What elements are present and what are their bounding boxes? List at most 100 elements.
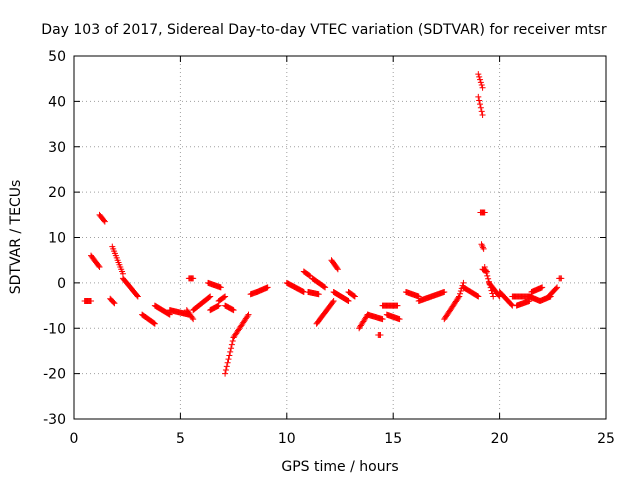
data-point (457, 290, 464, 297)
y-tick-label: 10 (48, 231, 66, 247)
x-tick-label: 20 (491, 431, 509, 447)
data-point (477, 101, 484, 108)
data-point (475, 93, 482, 100)
y-tick-label: -20 (43, 367, 66, 383)
data-point (321, 283, 328, 290)
data-point (480, 245, 487, 252)
data-point (100, 217, 107, 224)
tick-labels: 0 5 10 15 20 25 -30 -20 -10 0 10 20 30 40 50 (43, 49, 615, 447)
data-point (479, 84, 486, 91)
data-point (189, 314, 196, 321)
data-point (478, 108, 485, 115)
data-point (477, 76, 484, 83)
data-point (225, 356, 232, 363)
data-point (474, 292, 481, 299)
x-tick-label: 15 (384, 431, 402, 447)
data-point (207, 293, 214, 300)
data-point (224, 359, 231, 366)
data-point (330, 298, 337, 305)
y-tick-label: 50 (48, 49, 66, 65)
y-tick-label: -30 (43, 412, 66, 428)
x-tick-label: 0 (70, 431, 79, 447)
data-point (134, 292, 141, 299)
y-tick-label: 20 (48, 185, 66, 201)
data-point (479, 111, 486, 118)
data-point (558, 275, 565, 282)
data-point (484, 272, 491, 279)
data-point (344, 297, 351, 304)
data-point (455, 294, 462, 301)
data-point (396, 316, 403, 323)
data-point (190, 316, 197, 323)
data-point (345, 298, 352, 305)
data-point (306, 272, 313, 279)
data-point (350, 292, 357, 299)
data-point (229, 337, 236, 344)
data-point (478, 82, 485, 89)
data-point (228, 341, 235, 348)
data-point (222, 366, 229, 373)
data-point (228, 345, 235, 352)
data-point (134, 293, 141, 300)
data-point (476, 73, 483, 80)
data-point (479, 244, 486, 251)
data-point (475, 71, 482, 78)
data-point (226, 352, 233, 359)
data-point (230, 307, 237, 314)
x-axis-label: GPS time / hours (281, 459, 398, 475)
data-point (96, 263, 103, 270)
data-point (227, 348, 234, 355)
y-tick-label: -10 (43, 321, 66, 337)
data-point (264, 284, 271, 291)
data-point (539, 284, 546, 291)
data-point (394, 302, 401, 309)
data-point (245, 311, 252, 318)
grid-lines (74, 56, 606, 419)
data-point (110, 299, 117, 306)
plot-frame (73, 55, 607, 420)
data-point (456, 293, 463, 300)
data-point (477, 79, 484, 86)
data-point (479, 242, 486, 249)
data-point (485, 275, 492, 282)
data-point (554, 284, 561, 291)
data-point (553, 285, 560, 292)
data-point (475, 293, 482, 300)
data-point (476, 97, 483, 104)
x-tick-label: 5 (176, 431, 185, 447)
data-point (322, 284, 329, 291)
data-point (88, 298, 95, 305)
data-point (477, 104, 484, 111)
x-tick-label: 10 (278, 431, 296, 447)
data-point (481, 263, 488, 270)
data-point (221, 294, 228, 301)
data-point (222, 370, 229, 377)
data-point (377, 332, 384, 339)
data-point (190, 275, 197, 282)
data-point (222, 293, 229, 300)
data-point (329, 299, 336, 306)
data-point (165, 311, 172, 318)
data-point (244, 312, 251, 319)
data-points (81, 71, 565, 377)
y-tick-label: 0 (57, 276, 66, 292)
data-point (217, 284, 224, 291)
data-point (315, 291, 322, 298)
data-point (111, 300, 118, 307)
data-point (482, 266, 489, 273)
data-point (483, 269, 490, 276)
data-point (101, 218, 108, 225)
data-point (334, 266, 341, 273)
y-axis-label: SDTVAR / TECUs (8, 180, 24, 295)
data-point (351, 293, 358, 300)
data-point (206, 294, 213, 301)
y-tick-label: 30 (48, 140, 66, 156)
data-point (379, 316, 386, 323)
data-point (151, 320, 158, 327)
data-point (334, 265, 341, 272)
data-point (95, 262, 102, 269)
data-point (151, 320, 158, 327)
data-point (457, 288, 464, 295)
data-point (508, 301, 515, 308)
